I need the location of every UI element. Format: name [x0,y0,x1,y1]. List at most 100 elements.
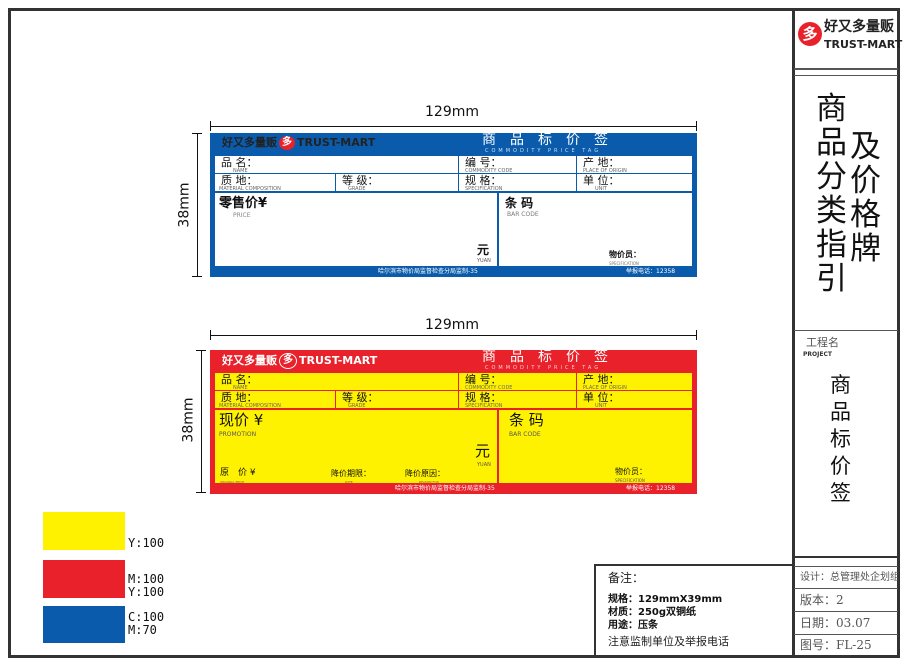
label: 编 号： [465,156,502,169]
supervisor-text: 哈尔滨市物价局监督检查分局监制-35 [378,268,478,275]
label-en: SPECIFICATION [465,186,503,192]
label: 产 地： [583,156,620,169]
logo-cn: 好又多量贩 [222,136,277,149]
notes-spec: 规格：129mmX39mm [608,594,723,605]
code-field: 编 号： COMMODITY CODE [458,372,578,391]
drawing-number: 图号：FL-25 [794,634,898,654]
label: 产 地： [583,373,620,386]
sheet-title-col1: 商品分类指引 [816,91,847,297]
label-en: NAME [233,168,248,174]
spec-field: 规 格： SPECIFICATION [458,173,578,192]
yuan-label-en: YUAN [477,258,491,264]
unit-field: 单 位： UNIT [576,390,693,409]
tag-logo: 好又多量贩多 TRUST-MART [222,136,375,150]
hotline-text: 举报电话：12358 [626,485,676,492]
notes-remark: 注意监制单位及举报电话 [608,635,729,648]
height-label: 38mm [180,397,197,443]
logo-en: TRUST-MART [824,38,903,51]
swatch-red [43,560,125,598]
dimension-tick [210,121,211,131]
grade-field: 等 级： GRADE [335,173,460,192]
discount-reason-label-en: REASON FOR [419,480,439,484]
notes-material: 材质：250g双铜纸 [608,607,697,618]
label-en: PLACE OF ORIGIN [583,168,627,174]
discount-period-label-en: DATE [345,480,353,484]
project-name: 商品标价签 [830,373,851,505]
grade-field: 等 级： GRADE [335,390,460,409]
discount-reason-label: 降价原因： [405,469,445,478]
divider [794,556,898,558]
height-label: 38mm [176,182,193,228]
tag-subtitle: COMMODITY PRICE TAG [485,365,602,371]
version-info: 版本：2 [794,588,898,611]
label-en: UNIT [595,403,607,409]
logo-mark: 多 [279,353,297,369]
date-info: 日期：03.07 [794,611,898,634]
tag-title: 商品标价签 [482,132,622,148]
logo-en: TRUST-MART [299,354,378,367]
barcode-label-en: BAR CODE [509,431,541,438]
material-field: 质 地： MATERIAL COMPOSITION [214,390,337,409]
brand-logo: 多 好又多量贩 TRUST-MART [796,16,902,60]
yuan-label-en: YUAN [477,462,491,468]
dimension-tick [196,350,206,351]
original-price-label-en: ORIGINAL PRICE [220,480,245,484]
clerk-label: 物价员： [609,250,641,259]
swatch-blue-label: C:100 M:70 [128,610,165,637]
original-price-label: 原 价 ¥ [220,468,256,478]
dimension-tick [196,492,206,493]
name-field: 品 名： NAME [214,155,460,174]
barcode-area: 条 码 BAR CODE 物价员： SPECIFICATION [498,409,693,484]
hotline-text: 举报电话：12358 [626,268,676,275]
sheet-title-col2: 及价格牌 [850,129,881,267]
logo-mark: 多 [279,136,295,150]
label-en: SPECIFICATION [465,403,503,409]
price-label-en: PRICE [233,212,251,219]
name-field: 品 名： NAME [214,372,460,391]
origin-field: 产 地： PLACE OF ORIGIN [576,372,693,391]
supervisor-text: 哈尔滨市物价局监督检查分局监制-35 [395,485,495,492]
material-field: 质 地： MATERIAL COMPOSITION [214,173,337,192]
height-dimension-line [201,350,202,493]
label: 等 级： [342,391,379,404]
label: 规 格： [465,391,502,404]
width-dimension-line [210,335,697,336]
notes-box: 备注： 规格：129mmX39mm 材质：250g双铜纸 用途：压条 注意监制单… [594,564,794,658]
label: 品 名： [221,156,258,169]
dimension-tick [696,330,697,340]
swatch-blue [43,606,125,643]
tag-title: 商品标价签 [482,349,622,365]
swatch-yellow [43,512,125,550]
divider [794,75,898,76]
unit-field: 单 位： UNIT [576,173,693,192]
sheet-border [8,8,900,658]
label: 单 位： [583,174,620,187]
price-tag-regular: 好又多量贩多 TRUST-MART 商品标价签 COMMODITY PRICE T… [210,133,697,277]
discount-period-label: 降价期限： [331,469,371,478]
label: 品 名： [221,373,258,386]
tag-footer: 哈尔滨市物价局监督检查分局监制-35 举报电话：12358 [210,267,697,277]
logo-mark: 多 [798,22,822,46]
tag-header: 好又多量贩多 TRUST-MART 商品标价签 COMMODITY PRICE T… [210,133,697,155]
price-label: 现价 ¥ [219,411,264,429]
label-en: NAME [233,385,248,391]
label: 规 格： [465,174,502,187]
divider [794,330,898,331]
yuan-label: 元 [477,243,490,257]
label: 质 地： [221,391,258,404]
tag-footer: 哈尔滨市物价局监督检查分局监制-35 举报电话：12358 [210,484,697,494]
barcode-label-en: BAR CODE [507,211,539,218]
dimension-tick [210,330,211,340]
clerk-label-en: SPECIFICATION [615,478,645,483]
project-label: 工程名 [806,336,839,349]
barcode-area: 条 码 BAR CODE 物价员： SPECIFICATION [498,192,693,267]
tag-subtitle: COMMODITY PRICE TAG [485,148,602,154]
label: 单 位： [583,391,620,404]
width-label: 129mm [425,104,479,120]
origin-field: 产 地： PLACE OF ORIGIN [576,155,693,174]
notes-heading: 备注： [608,571,645,585]
price-label: 零售价¥ [219,196,268,211]
label-en: COMMODITY CODE [465,385,513,391]
price-tag-promotion: 好又多量贩多 TRUST-MART 商品标价签 COMMODITY PRICE T… [210,350,697,494]
